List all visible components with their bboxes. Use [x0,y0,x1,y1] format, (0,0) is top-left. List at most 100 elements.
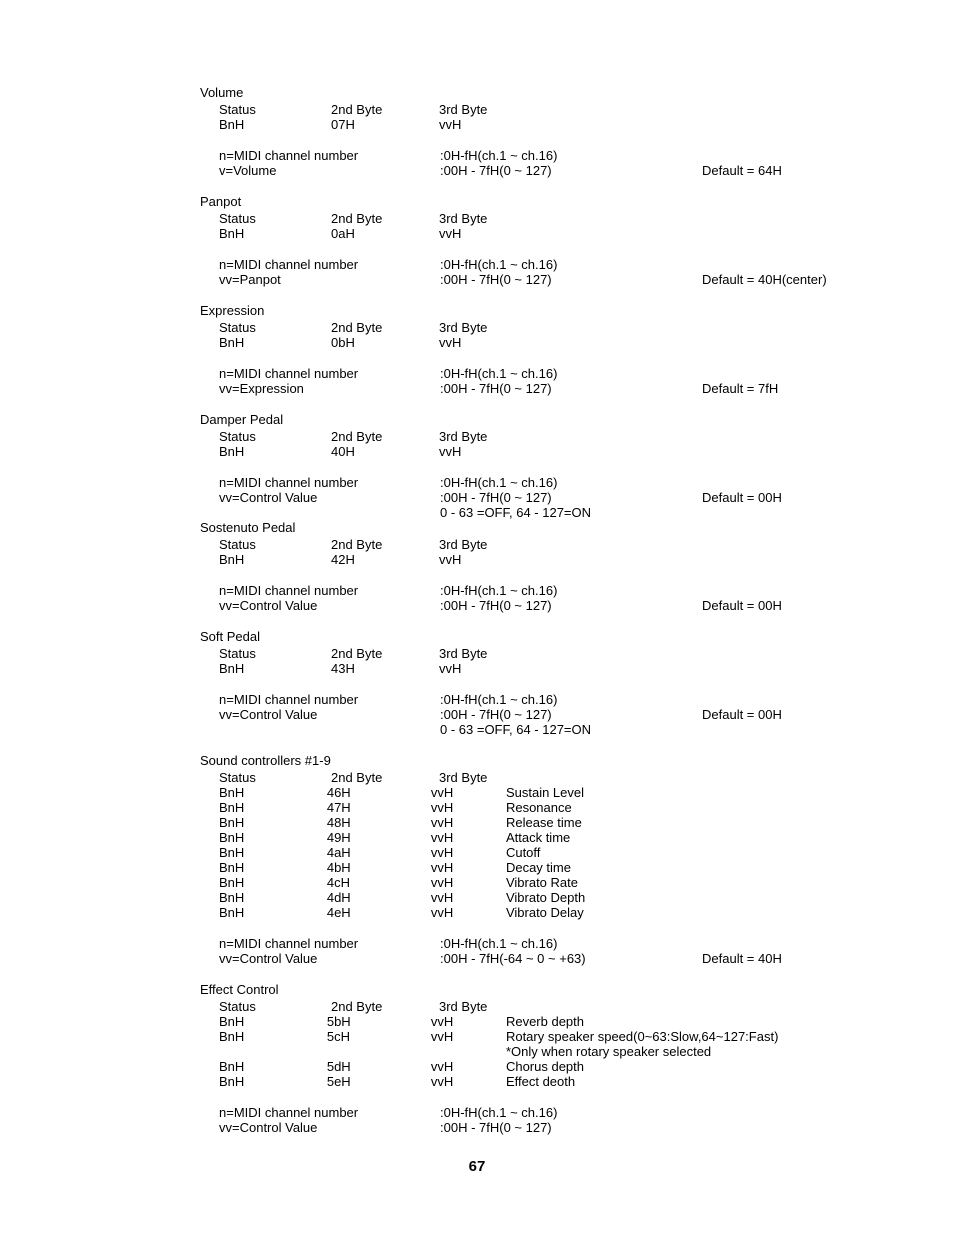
param-name: Vibrato Delay [506,905,920,920]
param-name: Reverb depth [506,1014,920,1029]
effect-header-row: Status 2nd Byte 3rd Byte [219,999,920,1014]
bnh-cell: BnH [219,845,327,860]
bnh-cell: BnH [219,830,327,845]
volume-default: Default = 64H [702,163,912,178]
n-midi: n=MIDI channel number [219,1105,440,1120]
volume-note2: v=Volume :00H - 7fH(0 ~ 127) Default = 6… [219,163,920,178]
soft-title: Soft Pedal [200,629,920,644]
panpot-b2: 0aH [331,226,439,241]
panpot-note2: vv=Panpot :00H - 7fH(0 ~ 127) Default = … [219,272,920,287]
expression-range: :00H - 7fH(0 ~ 127) [440,381,702,396]
n-midi: n=MIDI channel number [219,366,440,381]
param-name: Attack time [506,830,920,845]
byte2-cell: 4aH [327,845,431,860]
volume-vlabel: v=Volume [219,163,440,178]
bnh-cell: BnH [219,1014,327,1029]
table-row: BnH4eHvvHVibrato Delay [219,905,920,920]
bnh-cell: BnH [219,1074,327,1089]
status-label: Status [219,537,331,552]
soft-value-row: BnH 43H vvH [219,661,920,676]
damper-note1: n=MIDI channel number :0H-fH(ch.1 ~ ch.1… [219,475,920,490]
volume-title: Volume [200,85,920,100]
status-label: Status [219,429,331,444]
table-row: BnH46HvvHSustain Level [219,785,920,800]
status-label: Status [219,320,331,335]
param-name: Effect deoth [506,1074,920,1089]
soft-b2: 43H [331,661,439,676]
byte2-cell: 4cH [327,875,431,890]
bnh-cell: BnH [219,661,331,676]
midi-range: :0H-fH(ch.1 ~ ch.16) [440,692,702,707]
panpot-value-row: BnH 0aH vvH [219,226,920,241]
soft-onoff: 0 - 63 =OFF, 64 - 127=ON [440,722,702,737]
table-row: BnH5cHvvHRotary speaker speed(0~63:Slow,… [219,1029,920,1044]
param-name: Rotary speaker speed(0~63:Slow,64~127:Fa… [506,1029,920,1044]
damper-vlabel: vv=Control Value [219,490,440,505]
damper-header-row: Status 2nd Byte 3rd Byte [219,429,920,444]
soft-default: Default = 00H [702,707,912,722]
sostenuto-value-row: BnH 42H vvH [219,552,920,567]
byte2-label: 2nd Byte [331,770,439,785]
param-name: Vibrato Depth [506,890,920,905]
bnh-cell: BnH [219,552,331,567]
sound-title: Sound controllers #1-9 [200,753,920,768]
bnh-cell: BnH [219,905,327,920]
vvh-cell: vvH [431,815,506,830]
effect-rows: BnH5bHvvHReverb depthBnH5cHvvHRotary spe… [200,1014,920,1044]
byte2-label: 2nd Byte [331,646,439,661]
midi-range: :0H-fH(ch.1 ~ ch.16) [440,583,702,598]
effect-note1: n=MIDI channel number :0H-fH(ch.1 ~ ch.1… [219,1105,920,1120]
byte3-label: 3rd Byte [439,211,517,226]
byte3-label: 3rd Byte [439,537,517,552]
effect-rotary-note: *Only when rotary speaker selected [219,1044,920,1059]
sostenuto-header-row: Status 2nd Byte 3rd Byte [219,537,920,552]
vvh-cell: vvH [431,830,506,845]
byte2-cell: 5eH [327,1074,431,1089]
expression-note2: vv=Expression :00H - 7fH(0 ~ 127) Defaul… [219,381,920,396]
byte3-label: 3rd Byte [439,320,517,335]
panpot-title: Panpot [200,194,920,209]
volume-value-row: BnH 07H vvH [219,117,920,132]
param-name: Release time [506,815,920,830]
param-name: Decay time [506,860,920,875]
vvh-cell: vvH [439,661,517,676]
byte3-label: 3rd Byte [439,646,517,661]
bnh-cell: BnH [219,815,327,830]
table-row: BnH49HvvHAttack time [219,830,920,845]
vvh-cell: vvH [431,1074,506,1089]
table-row: BnH4aHvvHCutoff [219,845,920,860]
n-midi: n=MIDI channel number [219,692,440,707]
byte2-cell: 4bH [327,860,431,875]
n-midi: n=MIDI channel number [219,936,440,951]
effect-range: :00H - 7fH(0 ~ 127) [440,1120,702,1135]
midi-range: :0H-fH(ch.1 ~ ch.16) [440,475,702,490]
sostenuto-title: Sostenuto Pedal [200,520,920,535]
byte2-cell: 5cH [327,1029,431,1044]
byte2-cell: 49H [327,830,431,845]
effect-vlabel: vv=Control Value [219,1120,440,1135]
damper-value-row: BnH 40H vvH [219,444,920,459]
sostenuto-default: Default = 00H [702,598,912,613]
volume-header-row: Status 2nd Byte 3rd Byte [219,102,920,117]
effect-note2: vv=Control Value :00H - 7fH(0 ~ 127) [219,1120,920,1135]
status-label: Status [219,646,331,661]
vvh-cell: vvH [439,552,517,567]
byte2-label: 2nd Byte [331,999,439,1014]
damper-range: :00H - 7fH(0 ~ 127) [440,490,702,505]
param-name: Sustain Level [506,785,920,800]
bnh-cell: BnH [219,1029,327,1044]
n-midi: n=MIDI channel number [219,583,440,598]
param-name: Vibrato Rate [506,875,920,890]
table-row: BnH5bHvvHReverb depth [219,1014,920,1029]
midi-range: :0H-fH(ch.1 ~ ch.16) [440,1105,702,1120]
bnh-cell: BnH [219,860,327,875]
vvh-cell: vvH [431,800,506,815]
soft-vlabel: vv=Control Value [219,707,440,722]
bnh-cell: BnH [219,875,327,890]
param-name: Resonance [506,800,920,815]
sostenuto-note2: vv=Control Value :00H - 7fH(0 ~ 127) Def… [219,598,920,613]
bnh-cell: BnH [219,444,331,459]
midi-range: :0H-fH(ch.1 ~ ch.16) [440,148,702,163]
sostenuto-range: :00H - 7fH(0 ~ 127) [440,598,702,613]
bnh-cell: BnH [219,117,331,132]
